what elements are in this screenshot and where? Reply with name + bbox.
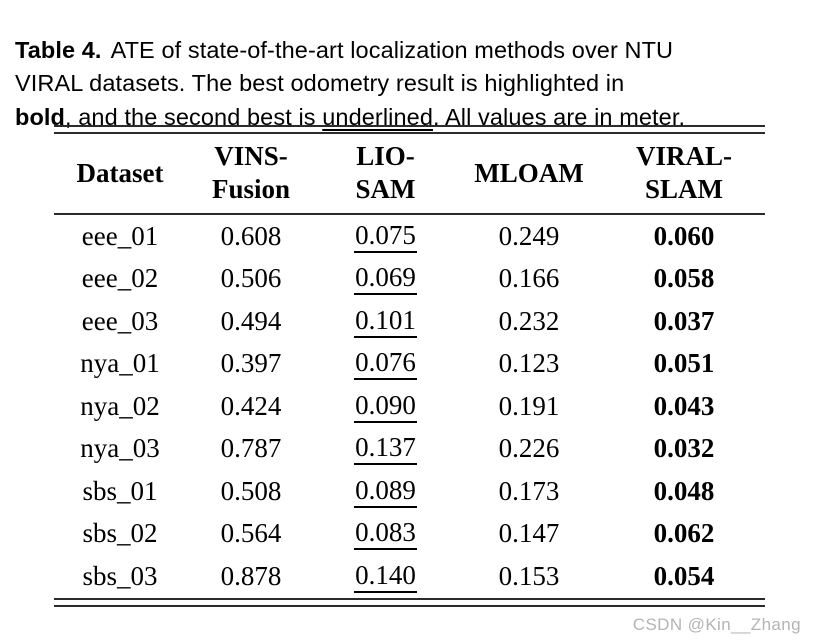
- cell-vins-fusion: 0.397: [220, 348, 282, 379]
- cell-dataset: eee_01: [81, 220, 159, 251]
- cell-dataset: eee_02: [81, 263, 159, 294]
- cell-vins-fusion: 0.494: [220, 305, 282, 336]
- header-line: VIRAL-: [635, 141, 732, 171]
- header-line: VINS-: [214, 141, 288, 171]
- cell-vins-fusion: 0.564: [220, 518, 282, 549]
- table-row: eee_01 0.608 0.075 0.249 0.060: [54, 214, 765, 258]
- cell-viral-slam: 0.062: [653, 518, 715, 549]
- table-caption: Table 4. ATE of state-of-the-art localiza…: [15, 34, 807, 135]
- cell-dataset: nya_02: [80, 390, 160, 421]
- results-table: Dataset VINS- Fusion LIO- SAM MLOAM VIRAL-…: [54, 134, 765, 598]
- table-row: sbs_01 0.508 0.089 0.173 0.048: [54, 470, 765, 513]
- cell-lio-sam: 0.076: [316, 343, 455, 386]
- cell-lio-sam: 0.075: [316, 214, 455, 258]
- underlined-value: 0.083: [354, 517, 417, 551]
- header-line: Fusion: [211, 174, 291, 204]
- cell-mloam: 0.123: [498, 348, 560, 379]
- col-header-viral-slam: VIRAL- SLAM: [603, 134, 765, 215]
- underlined-value: 0.069: [354, 262, 417, 296]
- cell-dataset: eee_03: [81, 305, 159, 336]
- table-body: eee_01 0.608 0.075 0.249 0.060 eee_02 0.…: [54, 214, 765, 598]
- cell-viral-slam: 0.043: [653, 390, 715, 421]
- col-header-vins-fusion: VINS- Fusion: [186, 134, 316, 215]
- watermark: CSDN @Kin__Zhang: [632, 615, 801, 634]
- header-line: LIO-: [356, 141, 415, 171]
- cell-dataset: sbs_03: [82, 560, 158, 591]
- cell-mloam: 0.226: [498, 433, 560, 464]
- header-line: SAM: [355, 174, 416, 204]
- underlined-value: 0.076: [354, 347, 417, 381]
- cell-mloam: 0.173: [498, 475, 560, 506]
- caption-text: ATE of state-of-the-art localization met…: [110, 36, 674, 63]
- underlined-value: 0.075: [354, 220, 417, 253]
- cell-dataset: sbs_02: [82, 518, 158, 549]
- caption-table-number: Table 4.: [15, 36, 102, 63]
- underlined-value: 0.090: [354, 390, 417, 423]
- table-top-rule: [54, 125, 765, 134]
- cell-lio-sam: 0.069: [316, 258, 455, 301]
- cell-mloam: 0.232: [498, 305, 560, 336]
- table-bottom-rule: [54, 597, 765, 607]
- cell-dataset: sbs_01: [82, 475, 158, 506]
- cell-vins-fusion: 0.787: [220, 433, 282, 464]
- cell-viral-slam: 0.048: [653, 475, 715, 506]
- cell-lio-sam: 0.137: [316, 428, 455, 471]
- cell-vins-fusion: 0.424: [220, 390, 282, 421]
- cell-mloam: 0.249: [498, 220, 560, 251]
- col-header-dataset: Dataset: [54, 134, 186, 215]
- table-row: nya_01 0.397 0.076 0.123 0.051: [54, 343, 765, 386]
- cell-lio-sam: 0.140: [316, 555, 455, 598]
- cell-viral-slam: 0.060: [653, 220, 715, 251]
- cell-vins-fusion: 0.878: [220, 560, 282, 591]
- cell-viral-slam: 0.058: [653, 263, 715, 294]
- header-row: Dataset VINS- Fusion LIO- SAM MLOAM VIRAL-…: [54, 134, 765, 215]
- underlined-value: 0.137: [354, 432, 417, 466]
- cell-lio-sam: 0.089: [316, 470, 455, 513]
- cell-mloam: 0.147: [498, 518, 560, 549]
- cell-vins-fusion: 0.608: [220, 220, 282, 251]
- table-row: sbs_03 0.878 0.140 0.153 0.054: [54, 555, 765, 598]
- table-row: eee_03 0.494 0.101 0.232 0.037: [54, 300, 765, 343]
- header-line: MLOAM: [474, 157, 584, 188]
- table-header: Dataset VINS- Fusion LIO- SAM MLOAM VIRAL-…: [54, 134, 765, 215]
- underlined-value: 0.101: [354, 305, 417, 338]
- cell-lio-sam: 0.083: [316, 513, 455, 556]
- cell-mloam: 0.166: [498, 263, 560, 294]
- cell-vins-fusion: 0.506: [220, 263, 282, 294]
- table-row: nya_03 0.787 0.137 0.226 0.032: [54, 428, 765, 471]
- cell-vins-fusion: 0.508: [220, 475, 282, 506]
- caption-line: VIRAL datasets. The best odometry result…: [15, 67, 807, 101]
- cell-dataset: nya_03: [80, 433, 160, 464]
- table-row: eee_02 0.506 0.069 0.166 0.058: [54, 258, 765, 301]
- cell-viral-slam: 0.051: [653, 348, 715, 379]
- cell-mloam: 0.191: [498, 390, 560, 421]
- table-row: nya_02 0.424 0.090 0.191 0.043: [54, 385, 765, 428]
- cell-viral-slam: 0.037: [653, 305, 715, 336]
- cell-dataset: nya_01: [80, 348, 160, 379]
- header-line: SLAM: [644, 174, 723, 204]
- results-table-block: Dataset VINS- Fusion LIO- SAM MLOAM VIRAL-…: [54, 125, 765, 607]
- underlined-value: 0.140: [354, 560, 417, 593]
- cell-lio-sam: 0.101: [316, 300, 455, 343]
- cell-viral-slam: 0.054: [653, 560, 715, 591]
- header-line: Dataset: [76, 157, 164, 188]
- caption-line: Table 4. ATE of state-of-the-art localiza…: [15, 34, 807, 68]
- cell-lio-sam: 0.090: [316, 385, 455, 428]
- col-header-lio-sam: LIO- SAM: [316, 134, 455, 215]
- col-header-mloam: MLOAM: [455, 134, 603, 215]
- cell-mloam: 0.153: [498, 560, 560, 591]
- table-row: sbs_02 0.564 0.083 0.147 0.062: [54, 513, 765, 556]
- caption-text: VIRAL datasets. The best odometry result…: [15, 70, 625, 96]
- cell-viral-slam: 0.032: [653, 433, 715, 464]
- underlined-value: 0.089: [354, 475, 417, 508]
